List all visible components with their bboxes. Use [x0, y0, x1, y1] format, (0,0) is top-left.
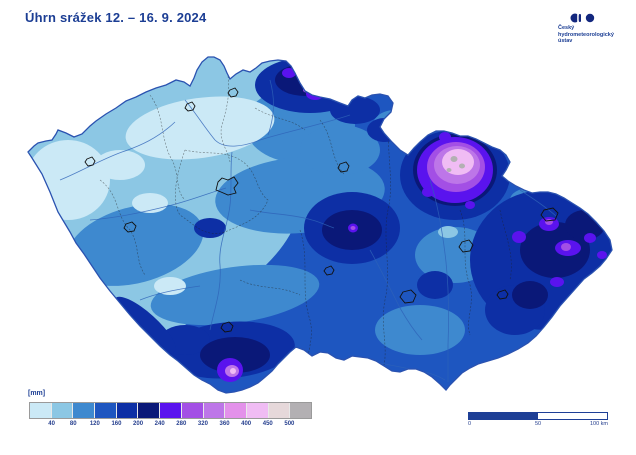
- scale-label-mid: 50: [534, 421, 542, 427]
- legend-cell: [160, 403, 182, 418]
- chmu-logo: Český hydrometeorologický ústav: [558, 13, 624, 45]
- scale-bar-filled-half: [469, 413, 538, 419]
- legend-tick-label: 120: [89, 421, 100, 427]
- legend-cell: [73, 403, 96, 418]
- chmu-logo-line2: hydrometeorologický: [558, 31, 614, 38]
- sun-moon-icon: [570, 13, 595, 23]
- legend-cell: [246, 403, 269, 418]
- scale-label-start: 0: [468, 421, 472, 427]
- map-scale-bar: 0 50 100 km: [468, 412, 608, 429]
- country-border: [27, 56, 613, 394]
- legend-cell: [181, 403, 204, 418]
- legend-cell: [30, 403, 52, 418]
- legend-tick-label: 500: [284, 421, 295, 427]
- legend-cell: [203, 403, 226, 418]
- page-title: Úhrn srážek 12. – 16. 9. 2024: [25, 10, 207, 25]
- chmu-logo-line1: Český: [558, 25, 575, 31]
- legend-tick-label: 280: [176, 421, 187, 427]
- legend-cell: [51, 403, 74, 418]
- legend-tick-label: 450: [262, 421, 273, 427]
- region-borders: [99, 61, 512, 371]
- legend-cell: [225, 403, 247, 418]
- legend-tick-label: 320: [197, 421, 208, 427]
- legend-cell: [116, 403, 139, 418]
- chmu-logo-text: Český hydrometeorologický ústav: [558, 25, 624, 45]
- legend-tick-labels: 40 80 120 160 200 240 280 320 360 400 450 500: [30, 421, 311, 429]
- legend-cell: [138, 403, 161, 418]
- legend-unit-label: [mm]: [28, 390, 46, 397]
- chmu-logo-icons: [570, 13, 624, 23]
- legend-cell: [268, 403, 291, 418]
- legend-tick-label: 200: [133, 421, 144, 427]
- legend-tick-label: 80: [69, 421, 77, 427]
- legend-tick-label: 160: [111, 421, 122, 427]
- city-outlines: [84, 87, 559, 333]
- scale-label-end: 100 km: [589, 421, 608, 427]
- rivers: [59, 79, 557, 382]
- legend-tick-label: 400: [241, 421, 252, 427]
- precipitation-legend: [mm] 40 80 120 160 200 240 280 320 360 400 450 500: [28, 390, 328, 427]
- legend-tick-label: 360: [219, 421, 230, 427]
- legend-tick-label: 240: [154, 421, 165, 427]
- legend-cell: [95, 403, 117, 418]
- legend-color-bar: [29, 402, 312, 419]
- scale-bar-track: [468, 412, 608, 420]
- legend-cell: [290, 403, 311, 418]
- chmu-logo-line3: ústav: [558, 38, 573, 44]
- legend-tick-label: 40: [48, 421, 55, 427]
